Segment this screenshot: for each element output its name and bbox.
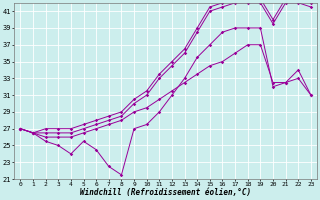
X-axis label: Windchill (Refroidissement éolien,°C): Windchill (Refroidissement éolien,°C): [80, 188, 251, 197]
